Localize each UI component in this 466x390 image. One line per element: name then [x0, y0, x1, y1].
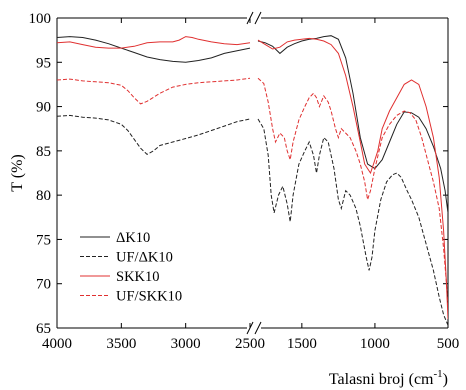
legend-label-4: UF/SKK10 [116, 289, 182, 305]
y-tick-label: 85 [36, 144, 51, 160]
series-line-3-segment-2 [257, 37, 448, 320]
x-axis-title-superscript: -1 [434, 368, 443, 380]
x-tick-label: 500 [437, 336, 460, 352]
x-tick-label: 1500 [287, 336, 317, 352]
legend-label-2: UF/ΔK10 [116, 250, 173, 266]
series-line-1-segment-2 [257, 35, 448, 213]
series-line-2-segment-1 [57, 114, 251, 156]
x-tick-label: 3500 [106, 336, 136, 352]
x-tick-label: 3000 [171, 336, 201, 352]
series-line-3-segment-1 [57, 36, 251, 49]
series-line-2-segment-2 [257, 118, 448, 326]
axis-break-mark-1b [254, 321, 262, 335]
y-tick-label: 95 [36, 55, 51, 71]
x-tick-label: 4000 [42, 336, 72, 352]
x-axis-title-close: ) [443, 371, 448, 388]
y-axis-title: T (%) [9, 154, 26, 191]
y-tick-label: 75 [36, 232, 51, 248]
y-tick-label: 90 [36, 100, 51, 116]
y-tick-label: 100 [29, 11, 52, 27]
y-tick-label: 70 [36, 277, 51, 293]
x-axis-title: Talasni broj (cm-1) [329, 368, 448, 388]
x-axis-title-main: Talasni broj (cm [329, 371, 434, 388]
series-line-4-segment-1 [57, 77, 251, 105]
series-line-1-segment-1 [57, 36, 251, 63]
axis-break-mark-0b [254, 11, 262, 25]
y-tick-label: 65 [36, 321, 51, 337]
x-tick-label: 2500 [235, 336, 265, 352]
legend-label-3: SKK10 [116, 269, 160, 285]
y-tick-label: 80 [36, 188, 51, 204]
x-tick-label: 1000 [360, 336, 390, 352]
legend-label-1: ΔK10 [116, 230, 150, 246]
series-line-4-segment-2 [257, 77, 448, 311]
